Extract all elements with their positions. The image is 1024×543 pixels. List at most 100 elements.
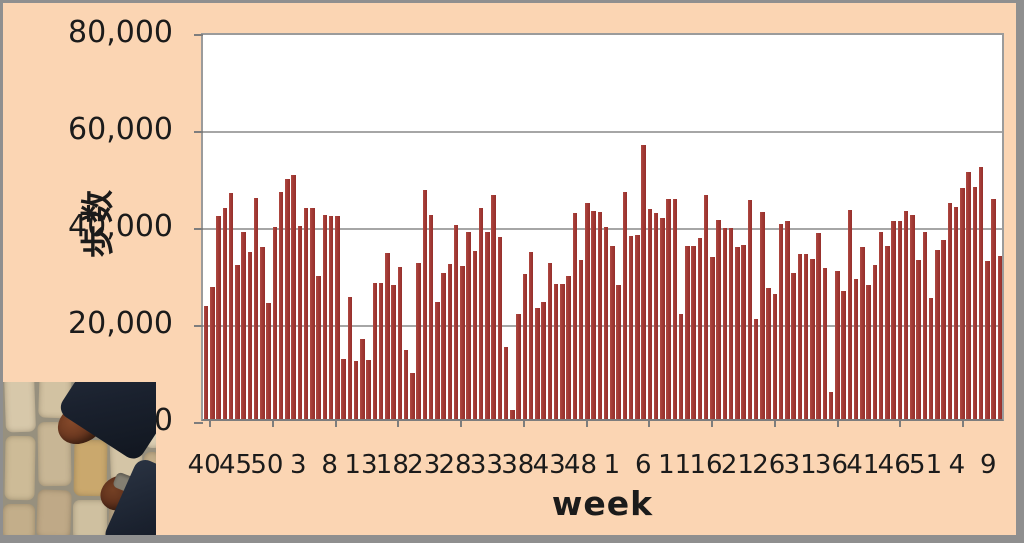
bar-slot [466,35,472,419]
bar [697,237,703,419]
bar-slot [516,35,522,419]
bar-slot [884,35,890,419]
x-axis-tick [899,419,902,427]
y-tick-label: 80,000 [68,15,173,50]
bar [278,191,284,419]
gridline [203,325,1002,327]
bar-slot [378,35,384,419]
bar-slot [847,35,853,419]
bar [678,314,684,419]
bar [747,199,753,419]
bar [935,249,940,419]
bar [416,263,421,419]
x-tick-label: 38 [501,450,535,480]
x-tick-label: 36 [814,450,849,480]
bar [478,207,484,419]
cobblestone [36,489,72,535]
bar [541,301,546,419]
bar [397,267,403,419]
bar [241,231,246,419]
x-tick-label: 8 [321,450,338,480]
bar-slot [734,35,740,419]
bar-slot [991,35,997,419]
bar-slot [641,35,647,419]
bar [635,234,640,419]
bar-slot [553,35,559,419]
bar-slot [359,35,365,419]
x-tick-label: 23 [407,450,441,480]
bar-slot [803,35,809,419]
bar [691,245,696,419]
bar-slot [322,35,328,419]
bar-slot [822,35,828,419]
bar [591,211,596,419]
bar-slot [216,35,222,419]
bar [378,283,384,419]
bar [753,318,759,419]
bar-slot [672,35,678,419]
bar [597,212,603,419]
bar-slot [453,35,459,419]
bar [866,284,871,419]
bar [216,215,221,419]
bar [816,233,821,419]
bar-slot [484,35,490,419]
bar-slot [434,35,440,419]
bar-slot [503,35,509,419]
bar-slot [609,35,615,419]
bar-slot [972,35,978,419]
bar-slot [772,35,778,419]
bar [603,227,609,419]
bar-slot [666,35,672,419]
bar [247,251,253,419]
bar [722,228,728,419]
bar [778,224,784,419]
bar [685,246,690,419]
bar [403,350,409,419]
bar-slot [759,35,765,419]
bar-slot [697,35,703,419]
bar-series [203,35,1003,419]
x-tick-label: 43 [532,450,566,480]
bar [853,278,859,419]
bar-slot [984,35,990,419]
bar [885,245,890,419]
bar [616,284,621,419]
bar [516,314,521,419]
bar [303,207,309,419]
x-axis-tick [397,419,400,427]
bar [447,263,453,419]
x-tick-label: 45 [218,450,253,480]
bar-slot [203,35,209,419]
bar-slot [628,35,634,419]
x-axis-tick [209,419,212,427]
bar-slot [353,35,359,419]
bar-slot [541,35,547,419]
bar [978,167,984,419]
bar [653,213,659,419]
bar [235,265,240,419]
bar-slot [247,35,253,419]
x-tick-label: 31 [783,450,817,480]
x-tick-label: 26 [752,450,786,480]
bar-slot [441,35,447,419]
bar-slot [766,35,772,419]
bar [528,252,534,419]
bar-slot [653,35,659,419]
bar-slot [591,35,597,419]
bar [897,220,903,419]
bar-slot [853,35,859,419]
bar-slot [447,35,453,419]
bar-slot [997,35,1003,419]
bar [572,213,578,419]
bar [316,275,321,419]
x-tick-label: 9 [980,450,997,480]
bar [522,273,528,419]
y-axis-tick [194,422,203,424]
gridline [203,131,1002,133]
bar [660,218,665,419]
bar [210,287,215,419]
bar-slot [416,35,422,419]
x-axis-tick [711,419,714,427]
bar-slot [547,35,553,419]
